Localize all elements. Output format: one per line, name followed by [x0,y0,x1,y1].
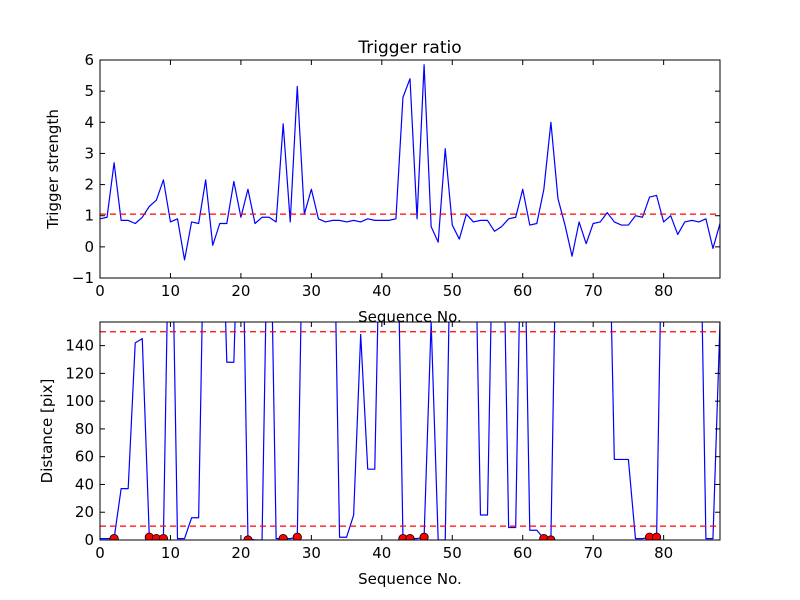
distance-axes-frame [99,321,721,541]
x-tick-label: 60 [513,544,532,562]
threshold-point-marker [419,532,429,540]
x-tick-label: 20 [231,544,250,562]
y-axis-label-top: Trigger strength [44,109,62,230]
data-series-line [100,64,720,261]
trigger-plot-area [100,64,720,261]
y-tick-label: 0 [84,238,94,256]
distance-ticks: 0 10 20 30 40 50 60 70 80 0 20 40 60 80 100 120 140 [65,322,720,562]
chart-title: Trigger ratio [357,38,461,58]
y-tick-label: 0 [84,531,94,549]
x-tick-label: 70 [584,544,603,562]
y-tick-label: 2 [84,176,94,194]
y-tick-label: 3 [84,144,94,162]
threshold-point-marker [292,532,302,540]
y-tick-label: 4 [84,113,94,131]
x-tick-label: 50 [443,282,462,300]
y-tick-label: 80 [75,420,94,438]
y-tick-label: 100 [65,392,94,410]
y-tick-label: 5 [84,82,94,100]
threshold-point-marker [651,532,662,540]
distance-chart: 0 10 20 30 40 50 60 70 80 0 20 40 60 80 100 120 140 Sequ… [38,321,721,588]
x-tick-label: 30 [302,544,321,562]
x-tick-label: 10 [161,544,180,562]
threshold-point-marker [405,534,415,540]
x-tick-label: 70 [584,282,603,300]
x-tick-label: 10 [161,282,180,300]
x-tick-label: 20 [231,282,250,300]
x-tick-label: 80 [654,282,673,300]
y-axis-label-bottom: Distance [pix] [38,379,56,484]
x-tick-label: 60 [513,282,532,300]
y-tick-label: 140 [65,337,94,355]
y-tick-label: 20 [75,503,94,521]
x-tick-label: 0 [95,282,105,300]
threshold-point-marker [278,534,288,540]
y-tick-label: −1 [72,269,94,287]
y-tick-label: 6 [84,51,94,69]
x-axis-label-bottom: Sequence No. [358,570,462,588]
y-tick-label: 60 [75,448,94,466]
x-tick-label: 40 [372,282,391,300]
trigger-axes-frame [99,59,721,279]
x-axis-label-top: Sequence No. [358,308,462,326]
y-tick-label: 40 [75,475,94,493]
threshold-point-marker [158,534,169,540]
x-tick-label: 0 [95,544,105,562]
x-tick-label: 40 [372,544,391,562]
x-tick-label: 30 [302,282,321,300]
y-tick-label: 120 [65,364,94,382]
y-tick-label: 1 [84,207,94,225]
x-tick-label: 50 [443,544,462,562]
threshold-point-marker [109,534,119,540]
x-tick-label: 80 [654,544,673,562]
